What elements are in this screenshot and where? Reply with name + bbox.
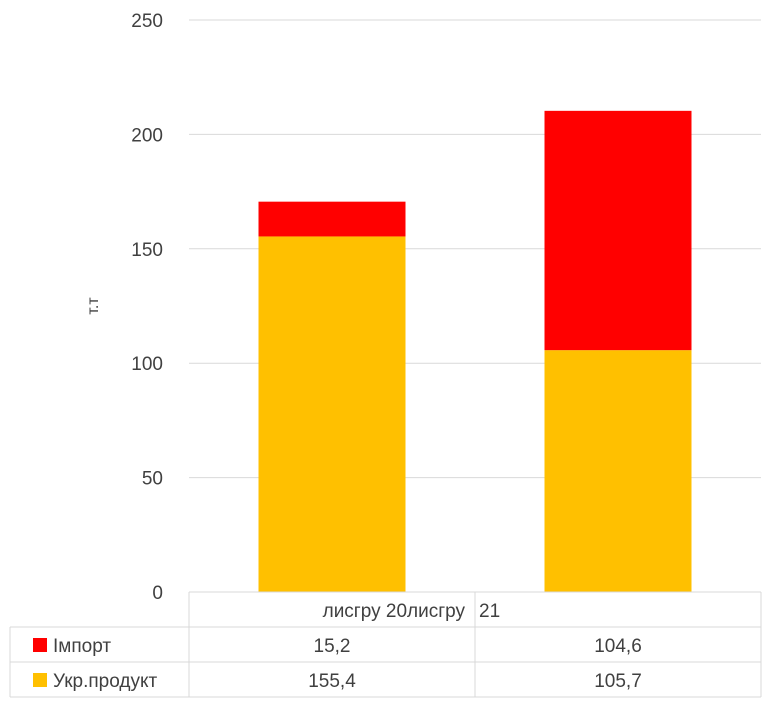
y-tick-label: 50 <box>142 469 163 490</box>
data-table-value: 155,4 <box>308 671 356 692</box>
data-table: лисгру 20лисгру 21 Імпорт 15,2 104,6 Укр.прод… <box>9 591 762 698</box>
bar-segment <box>544 350 692 592</box>
legend-swatch <box>33 673 47 687</box>
legend-label: Імпорт <box>53 636 111 657</box>
legend-label: Укр.продукт <box>53 671 157 692</box>
y-tick-labels: 0 50 100 150 200 250 <box>131 11 163 604</box>
legend-swatch <box>33 638 47 652</box>
y-axis-label: т.т <box>85 297 102 315</box>
bar-segment <box>258 201 406 237</box>
data-table-value: 104,6 <box>594 636 642 657</box>
y-tick-label: 200 <box>131 125 163 146</box>
data-table-value: 105,7 <box>594 671 642 692</box>
y-tick-label: 0 <box>152 583 163 604</box>
bars <box>258 110 692 592</box>
y-tick-label: 100 <box>131 354 163 375</box>
category-label: 21 <box>479 601 500 622</box>
category-label: лисгру 20лисгру <box>323 601 466 622</box>
bar-segment <box>544 110 692 351</box>
y-tick-label: 250 <box>131 11 163 32</box>
data-table-value: 15,2 <box>314 636 351 657</box>
y-tick-label: 150 <box>131 240 163 261</box>
bar-segment <box>258 236 406 592</box>
